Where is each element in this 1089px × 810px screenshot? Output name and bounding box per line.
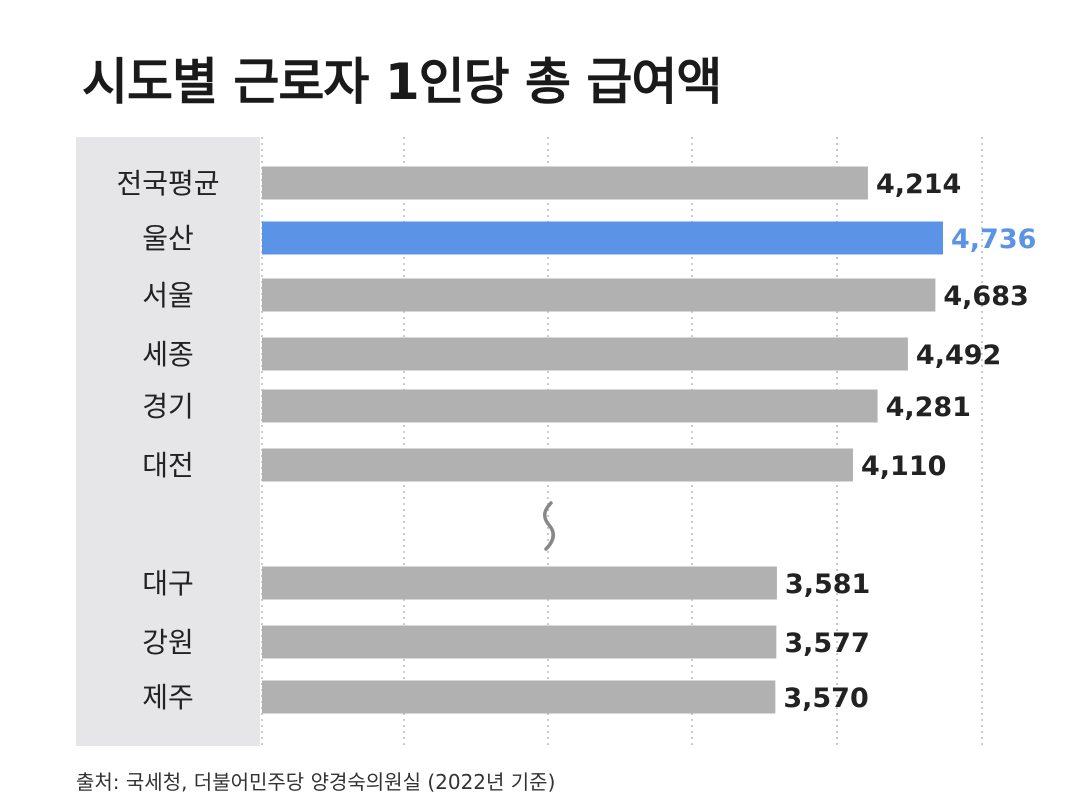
value-labels: 4,214 4,736 4,683 4,492 4,281 4,110 3,581 3,577… xyxy=(783,169,1036,714)
category-label: 대구 xyxy=(142,567,194,600)
chart-title: 시도별 근로자 1인당 총 급여액 xyxy=(82,53,722,111)
category-label: 경기 xyxy=(142,390,194,423)
bars xyxy=(262,166,943,714)
bar xyxy=(262,389,878,423)
value-label: 3,581 xyxy=(785,569,870,600)
bar xyxy=(262,221,943,255)
value-label: 4,214 xyxy=(876,169,961,200)
bar xyxy=(262,166,868,200)
bar xyxy=(262,566,777,600)
value-label: 3,577 xyxy=(784,628,869,659)
category-label: 세종 xyxy=(142,338,194,371)
category-label: 서울 xyxy=(142,279,194,312)
value-label: 4,683 xyxy=(943,281,1028,312)
category-label-panel xyxy=(76,137,260,746)
source-note: 출처: 국세청, 더불어민주당 양경숙의원실 (2022년 기준) xyxy=(76,770,556,794)
value-label: 3,570 xyxy=(783,683,868,714)
bar xyxy=(262,337,908,371)
category-label: 강원 xyxy=(142,626,194,659)
category-label: 울산 xyxy=(142,222,194,255)
category-label: 대전 xyxy=(142,449,194,482)
bar xyxy=(262,625,777,659)
value-label: 4,736 xyxy=(951,224,1036,255)
axis-break-icon xyxy=(543,501,555,551)
value-label: 4,281 xyxy=(886,392,971,423)
bar xyxy=(262,448,853,482)
bar xyxy=(262,680,776,714)
bar xyxy=(262,278,936,312)
category-label: 제주 xyxy=(142,681,194,714)
category-label: 전국평균 xyxy=(116,167,219,200)
value-label: 4,492 xyxy=(916,340,1001,371)
value-label: 4,110 xyxy=(861,451,946,482)
